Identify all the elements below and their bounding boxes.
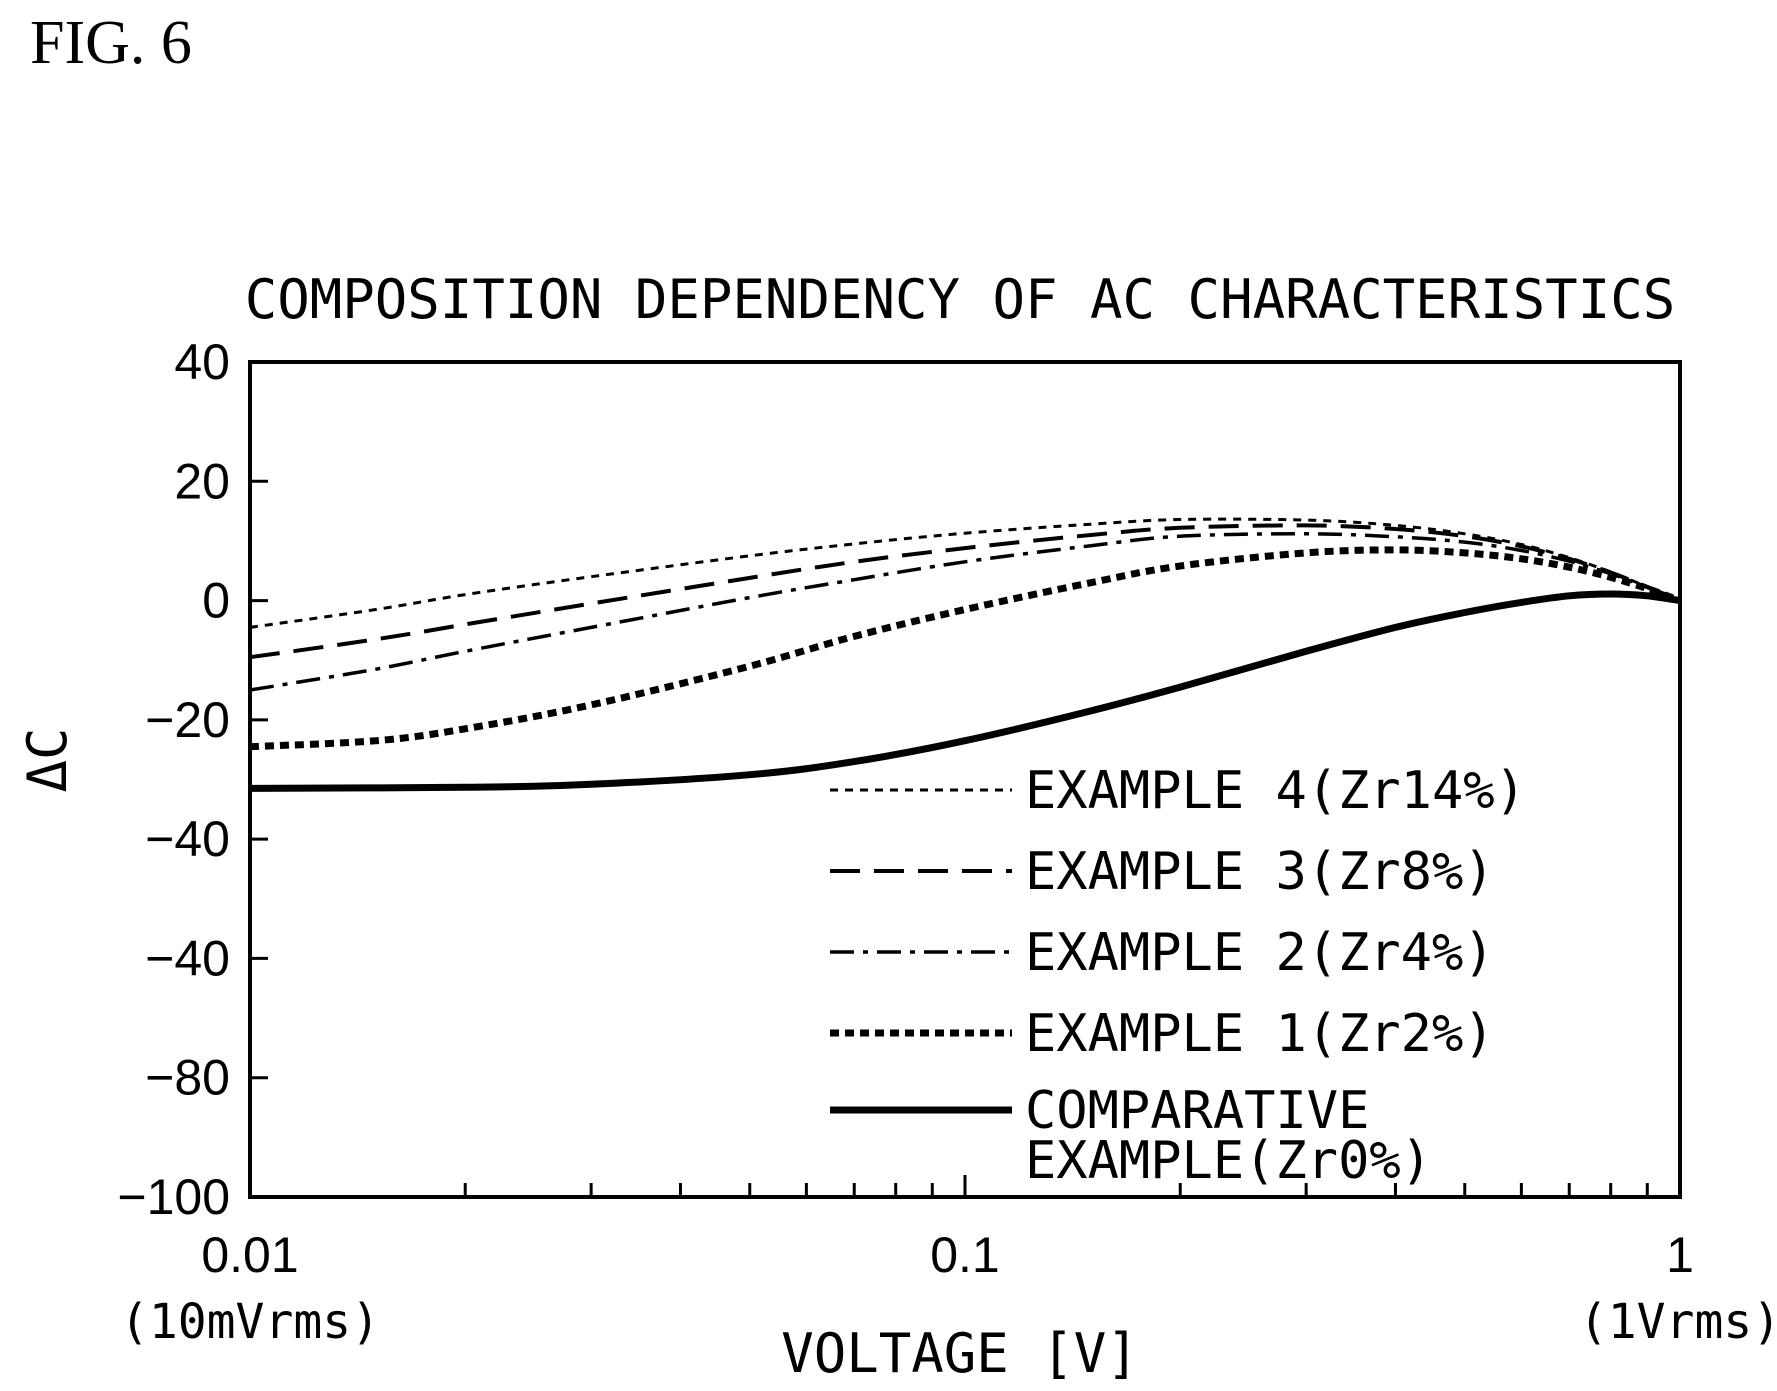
- y-tick-label: −40: [145, 811, 230, 867]
- x-axis-label: VOLTAGE [V]: [781, 1322, 1139, 1385]
- x-tick-label: 1: [1666, 1227, 1694, 1283]
- x-tick-label: 0.01: [201, 1227, 298, 1283]
- y-tick-label: 20: [174, 453, 230, 509]
- legend: EXAMPLE 4(Zr14%) EXAMPLE 3(Zr8%) EXAMPLE 2…: [830, 761, 1526, 1191]
- series-layer: [249, 517, 1682, 792]
- y-tick-label: −20: [145, 692, 230, 748]
- figure-label: FIG. 6: [30, 9, 192, 77]
- y-axis: 40 20 0 −20 −40 −40 −80 −100: [117, 334, 268, 1225]
- y-tick-label: −100: [117, 1169, 230, 1225]
- y-tick-label: 0: [202, 573, 230, 629]
- x-tick-sublabel: (10mVrms): [120, 1294, 380, 1350]
- y-axis-label: ΔC: [16, 727, 79, 792]
- x-tick-label: 0.1: [930, 1227, 1000, 1283]
- x-axis: 0.01 (10mVrms) 0.1 1 (1Vrms): [120, 1175, 1777, 1350]
- chart-title: COMPOSITION DEPENDENCY OF AC CHARACTERIS…: [245, 268, 1675, 331]
- y-tick-label: 40: [174, 334, 230, 390]
- x-tick-sublabel: (1Vrms): [1579, 1294, 1777, 1350]
- legend-label: EXAMPLE 3(Zr8%): [1025, 842, 1495, 902]
- legend-label: EXAMPLE 1(Zr2%): [1025, 1004, 1495, 1064]
- series-line-comparative-example-zr0: [249, 590, 1681, 792]
- series-line-example-3-zr8: [249, 523, 1681, 660]
- legend-label: EXAMPLE 4(Zr14%): [1025, 761, 1526, 821]
- y-tick-label: −80: [145, 1050, 230, 1106]
- legend-label: EXAMPLE 2(Zr4%): [1025, 923, 1495, 983]
- legend-label: EXAMPLE(Zr0%): [1025, 1131, 1432, 1191]
- series-line-example-2-zr4: [249, 532, 1681, 692]
- y-tick-label: −40: [145, 930, 230, 986]
- legend-label: COMPARATIVE: [1025, 1081, 1369, 1141]
- series-line-example-1-zr2: [249, 546, 1682, 751]
